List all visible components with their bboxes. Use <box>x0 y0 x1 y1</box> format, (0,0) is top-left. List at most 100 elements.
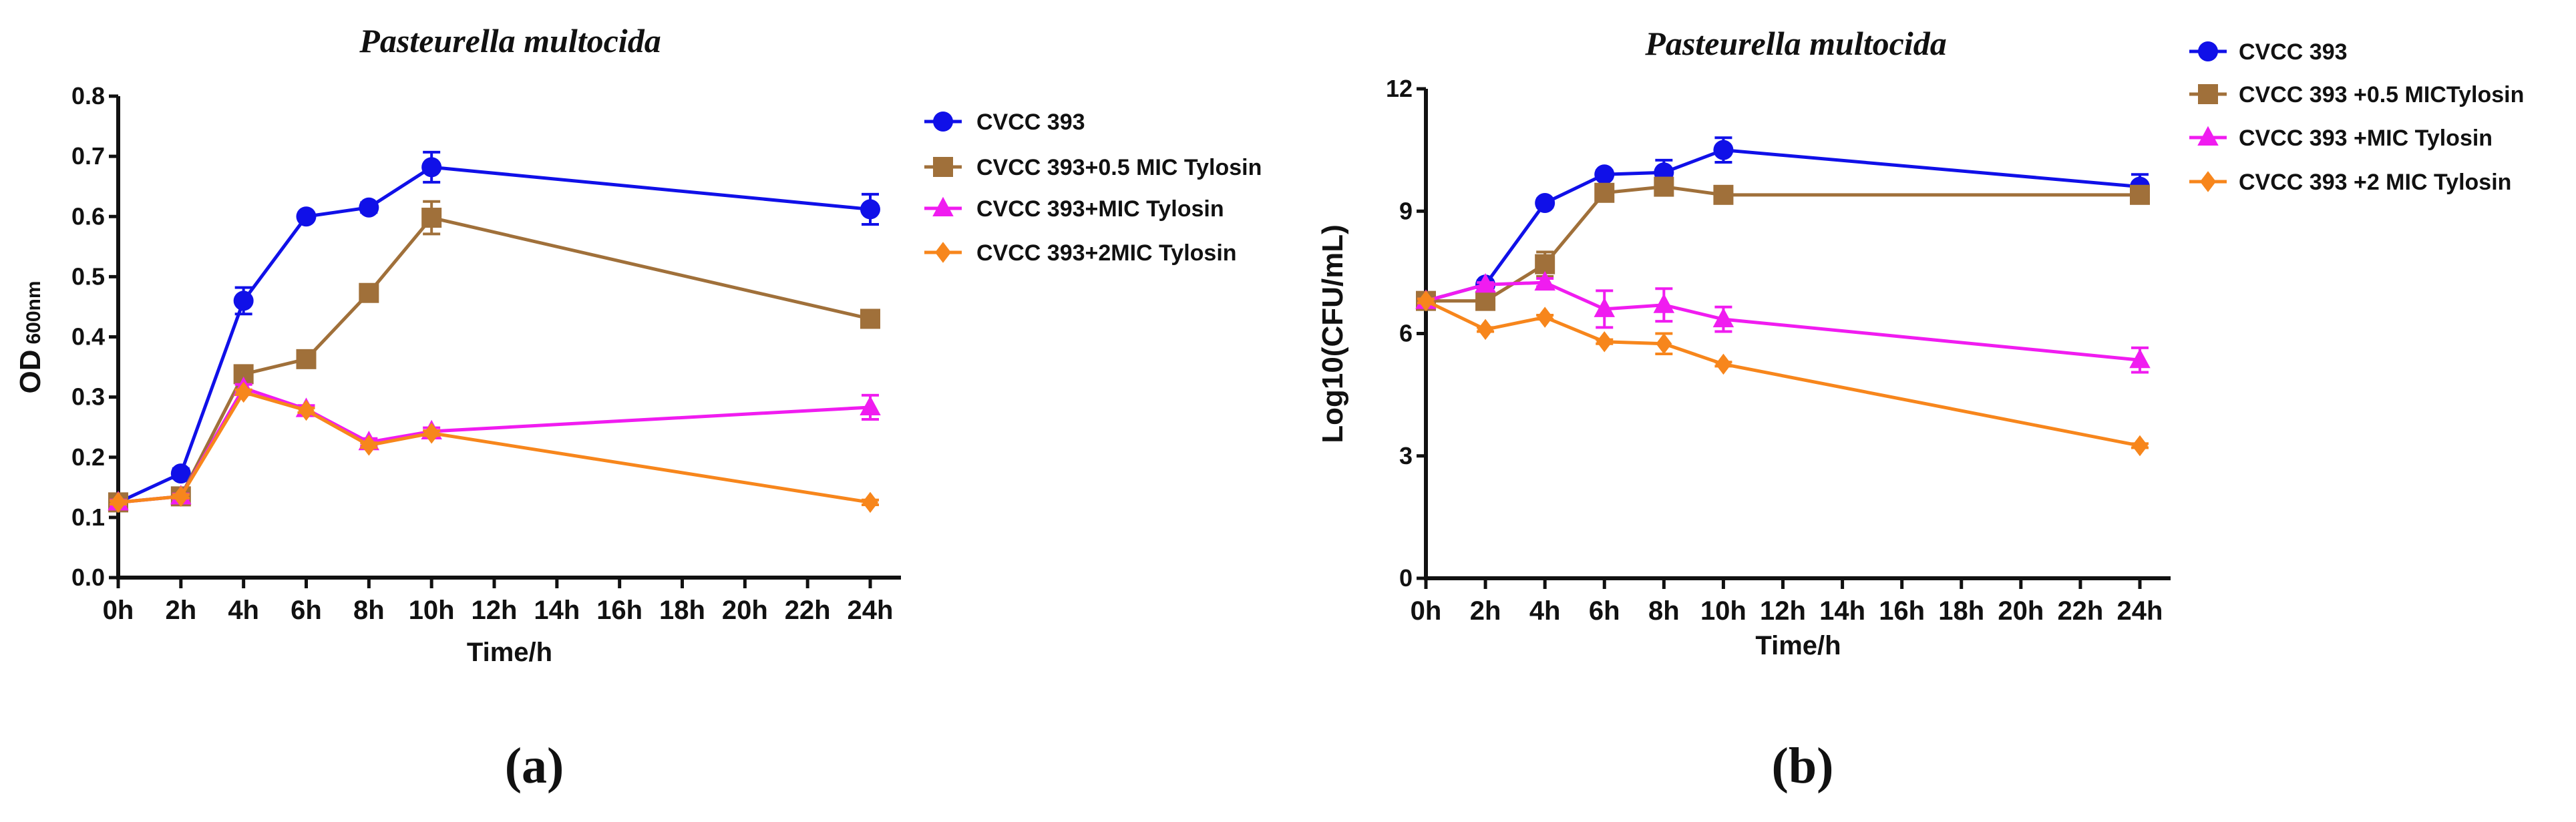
legend-label: CVCC 393+2MIC Tylosin <box>976 240 1237 266</box>
data-point <box>1596 331 1613 353</box>
panel-a-od600-chart: Pasteurella multocida 0.0 0.1 0.2 0.3 0.4 0.5 0… <box>14 22 1262 794</box>
data-point <box>1715 353 1732 375</box>
data-point <box>1477 319 1494 341</box>
legend-marker <box>2197 126 2219 146</box>
legend-marker <box>2200 171 2216 192</box>
y-tick-label: 12 <box>1386 75 1413 102</box>
x-tick-label: 20h <box>722 596 768 625</box>
series-line <box>118 216 871 504</box>
x-tick-label: 10h <box>409 596 455 625</box>
data-point <box>233 290 254 311</box>
x-tick-label: 22h <box>2057 596 2103 626</box>
legend-label: CVCC 393+0.5 MIC Tylosin <box>976 155 1262 180</box>
legend-marker <box>2198 84 2218 104</box>
x-tick-label: 24h <box>2117 596 2163 626</box>
x-axis-label: Time/h <box>467 638 552 667</box>
series-line <box>1425 299 2141 447</box>
y-tick-label: 0.2 <box>71 443 105 471</box>
data-point <box>172 485 189 507</box>
y-tick-label: 0.4 <box>71 323 105 351</box>
data-point <box>361 434 377 456</box>
x-tick-label: 18h <box>1938 596 1984 626</box>
data-point <box>359 282 379 303</box>
y-axis-label: Log10(CFU/mL) <box>1316 224 1349 443</box>
x-tick-label: 16h <box>596 596 642 625</box>
series-line <box>1425 148 2141 303</box>
data-point <box>2130 184 2150 205</box>
data-point <box>1418 290 1434 312</box>
panel-label: (a) <box>505 738 564 794</box>
x-tick-label: 14h <box>534 596 580 625</box>
series-diamond-group <box>1417 290 2149 457</box>
data-point <box>1712 307 1734 328</box>
y-tick-label: 6 <box>1399 320 1413 347</box>
data-point <box>1713 184 1734 205</box>
x-tick-label: 4h <box>228 596 259 625</box>
y-axis-label-main: OD <box>14 350 47 394</box>
legend-label: CVCC 393 +MIC Tylosin <box>2239 126 2493 151</box>
series-line <box>117 165 871 504</box>
x-tick-label: 14h <box>1819 596 1865 626</box>
data-point <box>860 395 881 415</box>
series-circle-group <box>108 150 880 513</box>
data-point <box>359 197 379 218</box>
x-tick-label: 22h <box>785 596 831 625</box>
data-point <box>860 199 880 220</box>
data-point <box>110 491 126 513</box>
series-diamond-group <box>110 381 879 513</box>
data-point <box>298 399 315 421</box>
y-tick-label: 0.6 <box>71 202 105 230</box>
legend-marker <box>2198 41 2218 61</box>
data-point <box>1537 306 1553 328</box>
data-point <box>1654 176 1674 197</box>
y-axis-label-main: Log10(CFU/mL) <box>1316 224 1349 443</box>
legend-marker <box>932 196 954 216</box>
data-point <box>862 491 878 513</box>
x-tick-label: 24h <box>848 596 894 625</box>
y-axis-label-subscript: 600nm <box>23 280 45 344</box>
y-tick-label: 0.7 <box>71 142 105 170</box>
data-point <box>170 463 191 484</box>
data-point <box>296 349 317 369</box>
data-point <box>1535 254 1555 274</box>
x-tick-label: 12h <box>472 596 518 625</box>
data-point <box>1594 164 1615 185</box>
legend-label: CVCC 393+MIC Tylosin <box>976 196 1224 222</box>
series-square-group <box>1416 176 2150 311</box>
x-tick-label: 2h <box>165 596 196 625</box>
y-tick-label: 0.3 <box>71 383 105 411</box>
x-tick-label: 20h <box>1998 596 2044 626</box>
data-point <box>1475 290 1496 311</box>
x-tick-label: 2h <box>1470 596 1501 626</box>
y-tick-label: 0 <box>1399 564 1413 592</box>
x-tick-label: 12h <box>1760 596 1806 626</box>
x-tick-label: 0h <box>1411 596 1442 626</box>
data-point <box>421 157 442 178</box>
x-axis-label: Time/h <box>1755 631 1841 660</box>
panel-b-cfu-chart: Pasteurella multocida 0 3 6 9 12 0h 2h 4h 6h 8h 10h… <box>1316 25 2524 794</box>
legend-marker <box>935 242 951 263</box>
data-point <box>1535 193 1555 214</box>
data-point <box>1594 297 1615 317</box>
x-tick-label: 6h <box>291 596 322 625</box>
legend-label: CVCC 393 <box>976 110 1085 135</box>
chart-title: Pasteurella multocida <box>1644 25 1946 62</box>
data-point <box>296 206 317 227</box>
data-point <box>1594 182 1615 203</box>
x-tick-label: 8h <box>353 596 385 625</box>
y-tick-label: 0.8 <box>71 82 105 110</box>
data-point <box>2132 435 2148 457</box>
legend-marker <box>933 157 953 177</box>
legend-label: CVCC 393 <box>2239 39 2348 65</box>
data-point <box>1713 140 1734 160</box>
data-point <box>1656 333 1672 355</box>
data-point <box>423 422 440 444</box>
x-tick-label: 8h <box>1648 596 1680 626</box>
data-point <box>421 208 442 228</box>
data-point <box>1653 293 1675 313</box>
x-tick-label: 16h <box>1879 596 1925 626</box>
x-tick-label: 4h <box>1529 596 1561 626</box>
legend-label: CVCC 393 +0.5 MICTylosin <box>2239 82 2524 108</box>
data-point <box>1475 272 1496 293</box>
